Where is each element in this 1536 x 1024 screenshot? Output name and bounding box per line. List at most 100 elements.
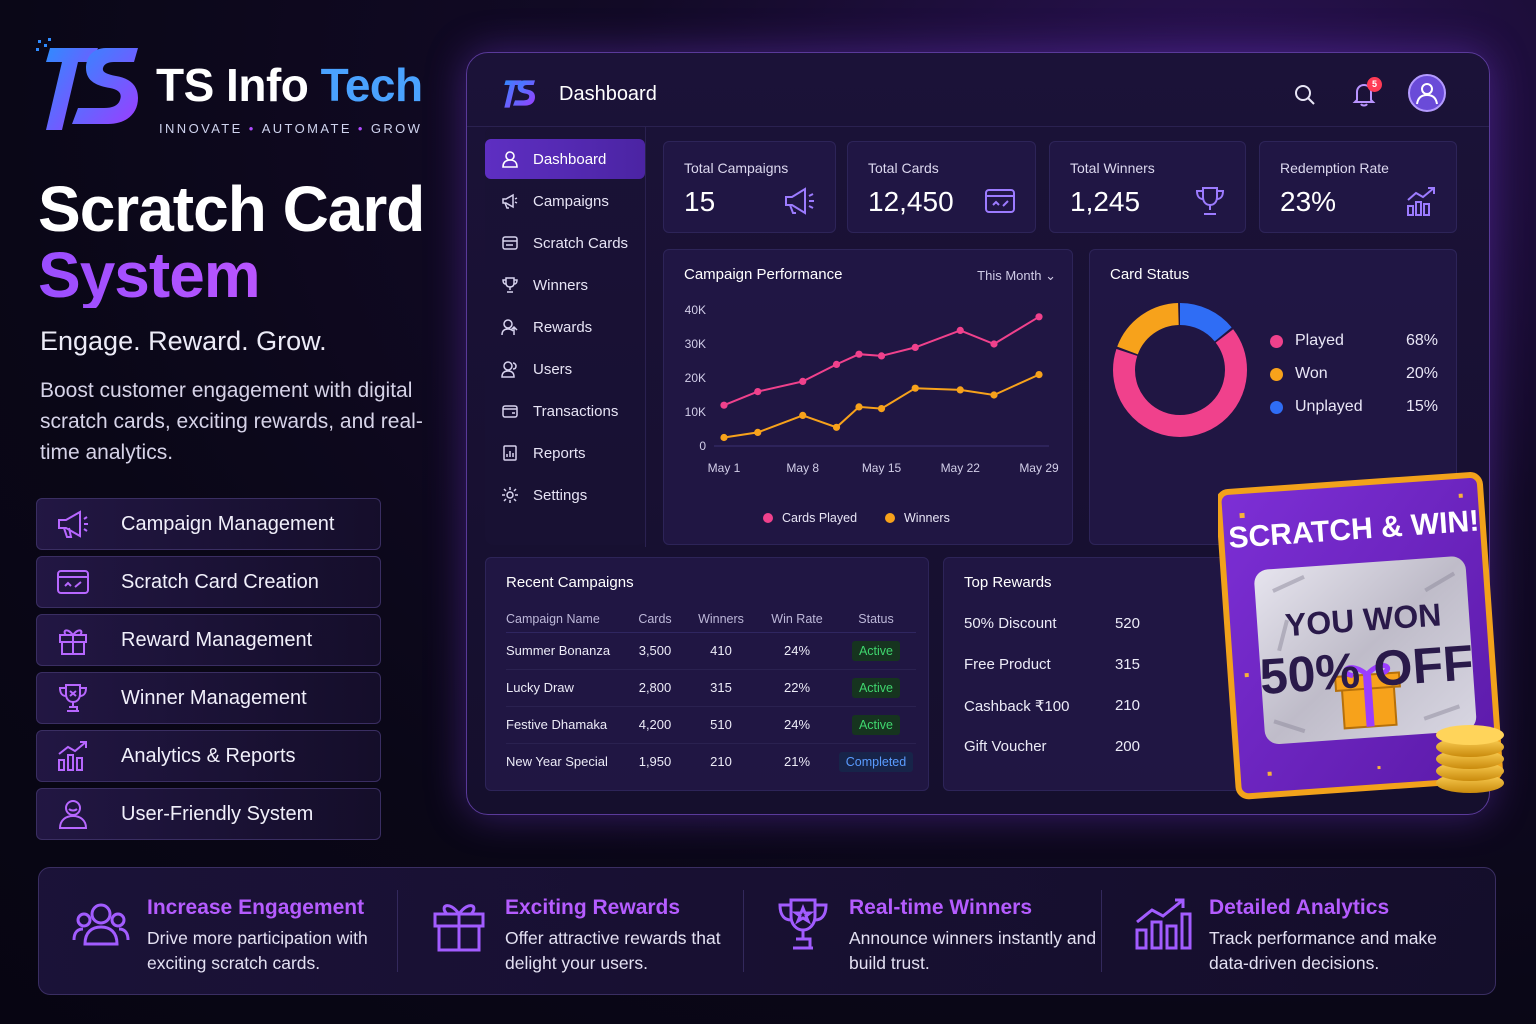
benefit-desc: Track performance and make data-driven d… <box>1209 928 1437 973</box>
brand-name-part1: TS Info <box>156 59 309 111</box>
benefit-title: Real-time Winners <box>849 896 1033 919</box>
benefit-title: Detailed Analytics <box>1209 896 1390 919</box>
data-point <box>911 343 919 351</box>
cell-cards: 4,200 <box>626 706 684 744</box>
hero-title-line2: System <box>38 242 424 308</box>
sidebar-item-reports[interactable]: Reports <box>485 433 645 473</box>
sidebar-item-scratch-cards[interactable]: Scratch Cards <box>485 223 645 263</box>
sidebar-item-dashboard[interactable]: Dashboard <box>485 139 645 179</box>
column-header[interactable]: Status <box>836 606 916 633</box>
data-point <box>832 360 841 368</box>
x-tick-label: May 22 <box>941 461 981 475</box>
report-icon <box>501 444 519 462</box>
donut-slice-played <box>1113 303 1247 437</box>
feature-winner-management[interactable]: Winner Management <box>36 672 381 724</box>
tagline-2: AUTOMATE <box>261 121 352 136</box>
data-point <box>877 352 886 360</box>
cell-winners: 210 <box>710 754 732 770</box>
dashboard-title: Dashboard <box>559 83 657 105</box>
status-badge: Active <box>851 640 901 661</box>
column-header[interactable]: Win Rate <box>758 606 836 633</box>
table-header-row: Campaign Name Cards Winners Win Rate Sta… <box>506 606 916 633</box>
hero-description: Boost customer engagement with digital s… <box>40 379 423 464</box>
sidebar-item-label: Settings <box>533 486 588 504</box>
data-point <box>720 401 728 409</box>
x-tick-label: May 15 <box>862 461 902 475</box>
feature-label: Campaign Management <box>121 512 335 535</box>
legend-label: Played <box>1295 332 1344 349</box>
x-tick-label: May 29 <box>1019 461 1059 475</box>
reward-row[interactable]: 50% Discount 520 <box>964 615 1140 656</box>
sidebar-item-users[interactable]: Users <box>485 349 645 389</box>
search-icon[interactable] <box>1293 83 1317 107</box>
top-rewards-card: Top Rewards 50% Discount 520 Free Produc… <box>943 557 1259 791</box>
stat-total-campaigns: Total Campaigns 15 <box>663 141 836 233</box>
tagline-1: INNOVATE <box>159 121 243 136</box>
benefit-separator <box>1101 890 1102 972</box>
cell-campaign-name: New Year Special <box>506 754 608 770</box>
data-point <box>754 388 762 396</box>
column-header[interactable]: Winners <box>684 606 758 633</box>
card-status-donut <box>1113 303 1247 437</box>
chart-icon <box>55 738 91 774</box>
data-point <box>956 386 964 394</box>
reward-row[interactable]: Cashback ₹100 210 <box>964 697 1140 738</box>
benefit-title: Exciting Rewards <box>505 896 681 919</box>
users-icon <box>72 903 130 946</box>
feature-scratch-card-creation[interactable]: Scratch Card Creation <box>36 556 381 608</box>
trophy-icon <box>778 898 828 950</box>
range-dropdown[interactable]: This Month ⌄ <box>977 268 1056 284</box>
column-header[interactable]: Campaign Name <box>506 606 626 633</box>
stat-redemption-rate: Redemption Rate 23% <box>1259 141 1457 233</box>
brand-name: TS Info Tech <box>156 58 423 112</box>
benefit-desc: Offer attractive rewards that delight yo… <box>505 928 721 973</box>
stat-total-cards: Total Cards 12,450 <box>847 141 1036 233</box>
sidebar-item-label: Campaigns <box>533 192 609 210</box>
card-status-title: Card Status <box>1110 266 1190 283</box>
trophy-icon <box>1195 187 1225 215</box>
table-row[interactable]: Summer Bonanza 3,500 410 24% Active <box>506 632 916 670</box>
feature-analytics-reports[interactable]: Analytics & Reports <box>36 730 381 782</box>
cell-campaign-name: Lucky Draw <box>506 669 626 707</box>
card-icon <box>985 189 1015 213</box>
feature-user-friendly-system[interactable]: User-Friendly System <box>36 788 381 840</box>
reward-row[interactable]: Free Product 315 <box>964 656 1140 697</box>
feature-label: Reward Management <box>121 628 313 651</box>
reward-name: Gift Voucher <box>964 738 1047 755</box>
stat-label: Total Cards <box>868 160 939 176</box>
avatar[interactable] <box>1408 74 1446 112</box>
reward-count: 520 <box>1114 615 1140 632</box>
stat-label: Total Campaigns <box>684 160 789 176</box>
cell-win-rate: 22% <box>758 669 836 707</box>
table-row[interactable]: Festive Dhamaka 4,200 510 24% Active <box>506 706 916 744</box>
sidebar-item-settings[interactable]: Settings <box>485 475 645 515</box>
y-tick-label: 30K <box>685 337 706 351</box>
reward-row[interactable]: Gift Voucher 200 <box>964 738 1140 779</box>
sidebar-item-campaigns[interactable]: Campaigns <box>485 181 645 221</box>
bell-icon[interactable] <box>1351 81 1377 107</box>
column-header[interactable]: Cards <box>626 606 684 633</box>
recent-campaigns-title: Recent Campaigns <box>506 574 634 591</box>
range-label: This Month <box>977 268 1042 283</box>
feature-label: Winner Management <box>121 686 307 709</box>
top-rewards-title: Top Rewards <box>964 574 1052 591</box>
ts-logo-icon <box>36 38 138 130</box>
sidebar-item-label: Transactions <box>533 402 619 420</box>
benefit-separator <box>743 890 744 972</box>
feature-campaign-management[interactable]: Campaign Management <box>36 498 381 550</box>
benefit-title: Increase Engagement <box>147 896 365 919</box>
table-row[interactable]: Lucky Draw 2,800 315 22% Active <box>506 669 916 707</box>
cell-cards: 2,800 <box>626 669 684 707</box>
sidebar-item-transactions[interactable]: Transactions <box>485 391 645 431</box>
y-tick-label: 0 <box>699 439 706 453</box>
sidebar-item-rewards[interactable]: Rewards <box>485 307 645 347</box>
sidebar-item-winners[interactable]: Winners <box>485 265 645 305</box>
cell-winners: 410 <box>684 632 758 670</box>
table-row[interactable]: New Year Special 1,950 210 21% Completed <box>506 743 916 780</box>
brand-name-part2: Tech <box>320 59 423 111</box>
feature-reward-management[interactable]: Reward Management <box>36 614 381 666</box>
user-icon <box>1416 83 1438 105</box>
sidebar-item-label: Dashboard <box>533 150 607 168</box>
cell-cards: 3,500 <box>626 632 684 670</box>
dashboard-icon <box>501 150 519 168</box>
